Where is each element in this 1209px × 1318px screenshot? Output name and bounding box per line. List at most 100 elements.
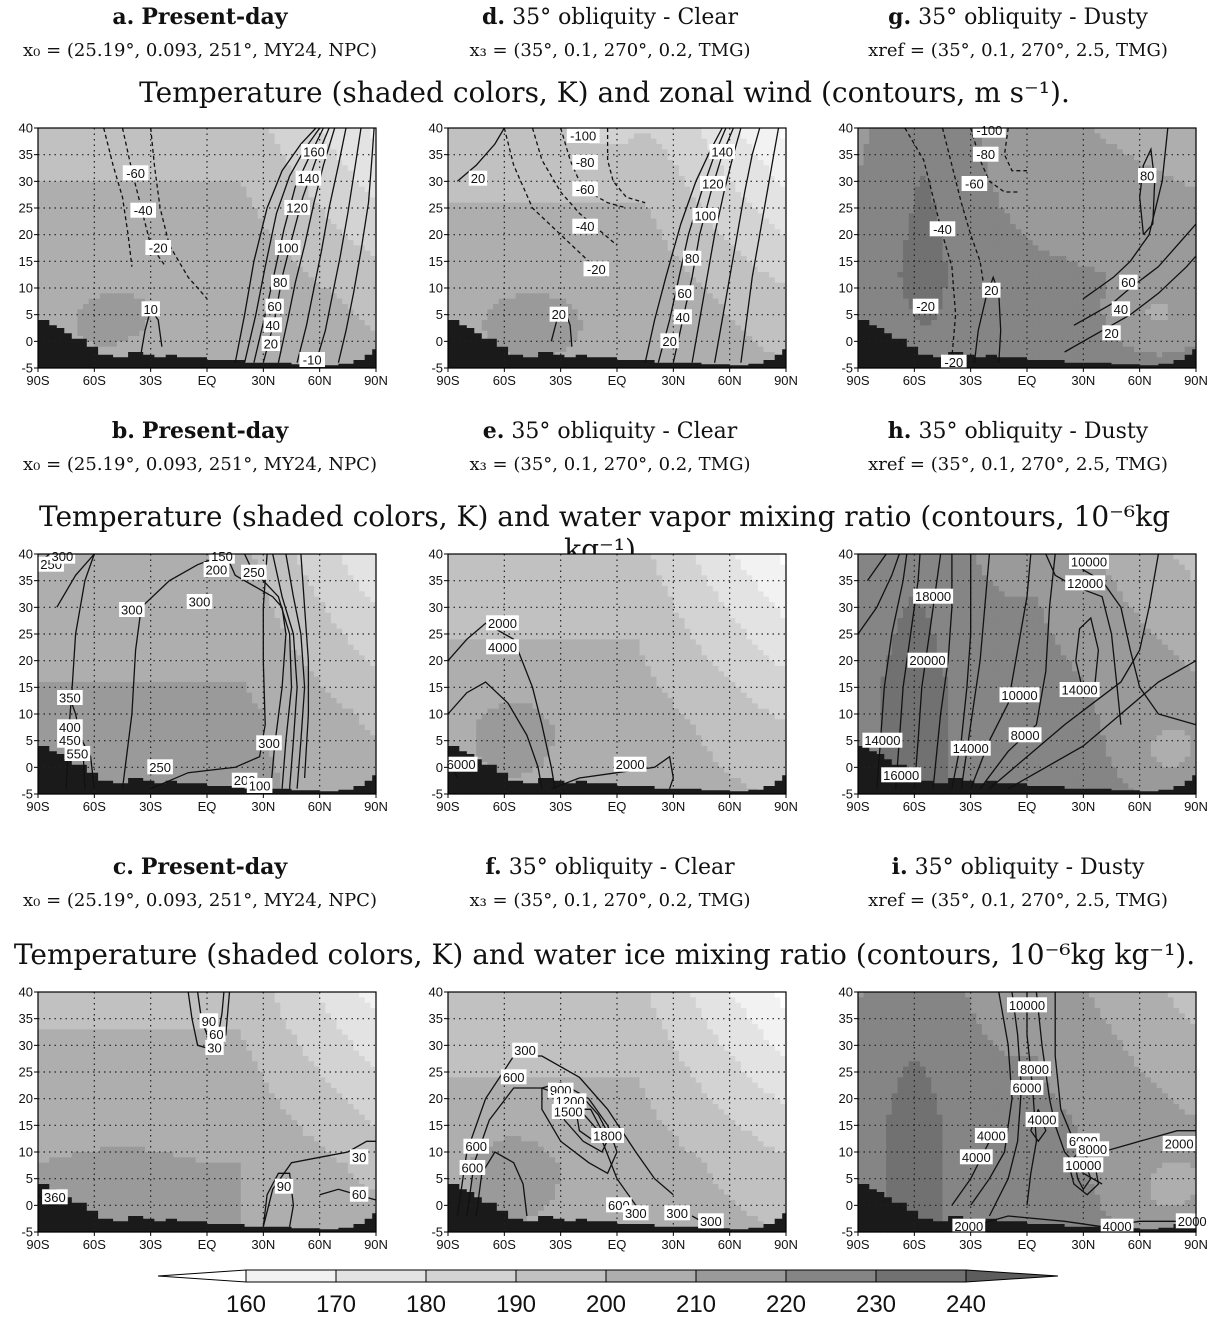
temperature-cell (162, 304, 168, 310)
temperature-cell (61, 144, 67, 150)
temperature-cell (370, 213, 376, 219)
temperature-cell (320, 256, 326, 262)
temperature-cell (196, 309, 202, 315)
temperature-cell (145, 171, 151, 177)
temperature-cell (308, 245, 314, 251)
temperature-cell (241, 272, 247, 278)
temperature-cell (263, 155, 269, 161)
temperature-cell (359, 155, 365, 161)
temperature-cell (359, 187, 365, 193)
temperature-cell (487, 267, 493, 273)
temperature-cell (241, 267, 247, 273)
temperature-cell (325, 235, 331, 241)
temperature-cell (224, 240, 230, 246)
temperature-cell (280, 315, 286, 321)
temperature-cell (66, 219, 72, 225)
temperature-cell (308, 283, 314, 289)
temperature-cell (134, 347, 140, 353)
temperature-cell (201, 267, 207, 273)
temperature-cell (252, 219, 258, 225)
temperature-cell (476, 229, 482, 235)
temperature-cell (353, 149, 359, 155)
temperature-cell (286, 165, 292, 171)
temperature-cell (201, 165, 207, 171)
temperature-cell (123, 139, 129, 145)
temperature-cell (111, 277, 117, 283)
temperature-cell (218, 197, 224, 203)
temperature-cell (252, 256, 258, 262)
temperature-cell (370, 139, 376, 145)
temperature-cell (224, 176, 230, 182)
temperature-cell (201, 176, 207, 182)
temperature-cell (179, 347, 185, 353)
temperature-cell (286, 197, 292, 203)
temperature-cell (224, 304, 230, 310)
temperature-cell (179, 165, 185, 171)
temperature-cell (224, 171, 230, 177)
temperature-cell (139, 197, 145, 203)
temperature-cell (44, 261, 50, 267)
panel-title: i. 35° obliquity - Dusty (818, 854, 1209, 880)
temperature-cell (297, 139, 303, 145)
temperature-cell (465, 171, 471, 177)
contour-label: 80 (273, 275, 287, 290)
temperature-cell (342, 315, 348, 321)
temperature-cell (482, 245, 488, 251)
temperature-cell (145, 320, 151, 326)
temperature-cell (337, 261, 343, 267)
temperature-cell (476, 176, 482, 182)
temperature-cell (342, 219, 348, 225)
temperature-cell (370, 341, 376, 347)
temperature-cell (72, 208, 78, 214)
temperature-cell (179, 187, 185, 193)
temperature-cell (337, 245, 343, 251)
temperature-cell (111, 181, 117, 187)
temperature-cell (459, 293, 465, 299)
temperature-cell (38, 192, 44, 198)
temperature-cell (342, 283, 348, 289)
temperature-cell (275, 229, 281, 235)
temperature-cell (320, 192, 326, 198)
temperature-cell (72, 277, 78, 283)
temperature-cell (325, 160, 331, 166)
temperature-cell (342, 181, 348, 187)
temperature-cell (365, 192, 371, 198)
temperature-cell (38, 155, 44, 161)
temperature-cell (320, 320, 326, 326)
temperature-cell (134, 245, 140, 251)
temperature-cell (258, 299, 264, 305)
temperature-cell (308, 203, 314, 209)
temperature-cell (314, 352, 320, 358)
temperature-cell (252, 171, 258, 177)
temperature-cell (241, 261, 247, 267)
temperature-cell (83, 235, 89, 241)
temperature-cell (448, 261, 454, 267)
temperature-cell (162, 299, 168, 305)
temperature-cell (207, 283, 213, 289)
temperature-cell (61, 245, 67, 251)
temperature-cell (252, 325, 258, 331)
temperature-cell (83, 144, 89, 150)
temperature-cell (337, 352, 343, 358)
temperature-cell (77, 261, 83, 267)
temperature-cell (201, 251, 207, 257)
temperature-cell (207, 336, 213, 342)
temperature-cell (246, 208, 252, 214)
temperature-cell (218, 187, 224, 193)
temperature-cell (353, 192, 359, 198)
temperature-cell (476, 128, 482, 134)
temperature-cell (207, 288, 213, 294)
temperature-cell (134, 261, 140, 267)
temperature-cell (370, 357, 376, 363)
temperature-cell (184, 235, 190, 241)
temperature-cell (190, 197, 196, 203)
temperature-cell (314, 267, 320, 273)
temperature-cell (263, 320, 269, 326)
temperature-cell (207, 251, 213, 257)
temperature-cell (482, 261, 488, 267)
temperature-cell (269, 149, 275, 155)
temperature-cell (89, 304, 95, 310)
temperature-cell (218, 283, 224, 289)
temperature-cell (493, 224, 499, 230)
temperature-cell (370, 352, 376, 358)
